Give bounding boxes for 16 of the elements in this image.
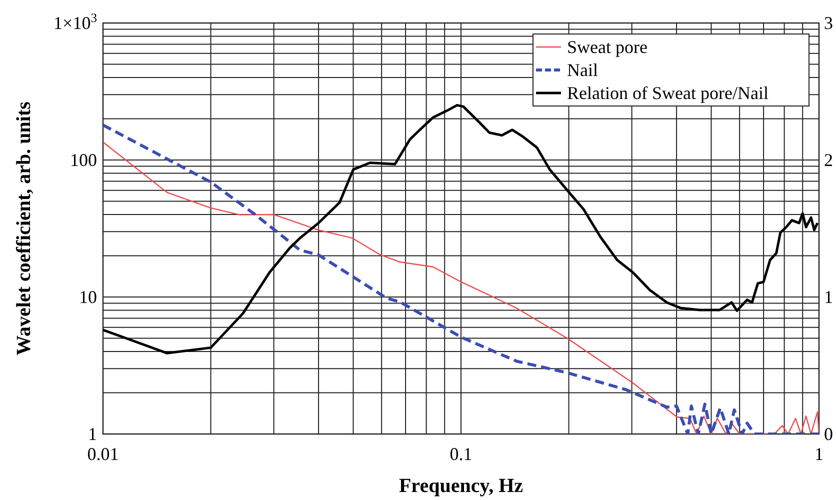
x-tick-label: 0.1 [450,444,472,464]
legend-label: Sweat pore [567,37,648,57]
x-tick-label: 1 [814,444,824,464]
y-tick-label: 1 [88,424,97,444]
y2-tick-label: 1 [824,287,833,307]
y2-tick-label: 0 [824,424,833,444]
y-tick-label: 100 [70,150,97,170]
x-axis-title: Frequency, Hz [398,475,524,497]
y-axis-title: Wavelet coefficient, arb. units [13,101,35,356]
legend-label: Relation of Sweat pore/Nail [567,83,768,103]
y2-tick-label: 2 [824,150,833,170]
y-tick-label: 10 [79,287,97,307]
y-tick-label: 1×10$^{3}$ [54,11,97,33]
x-tick-label: 0.01 [87,444,119,464]
legend-label: Nail [567,60,598,80]
y2-tick-label: 3 [824,13,833,33]
